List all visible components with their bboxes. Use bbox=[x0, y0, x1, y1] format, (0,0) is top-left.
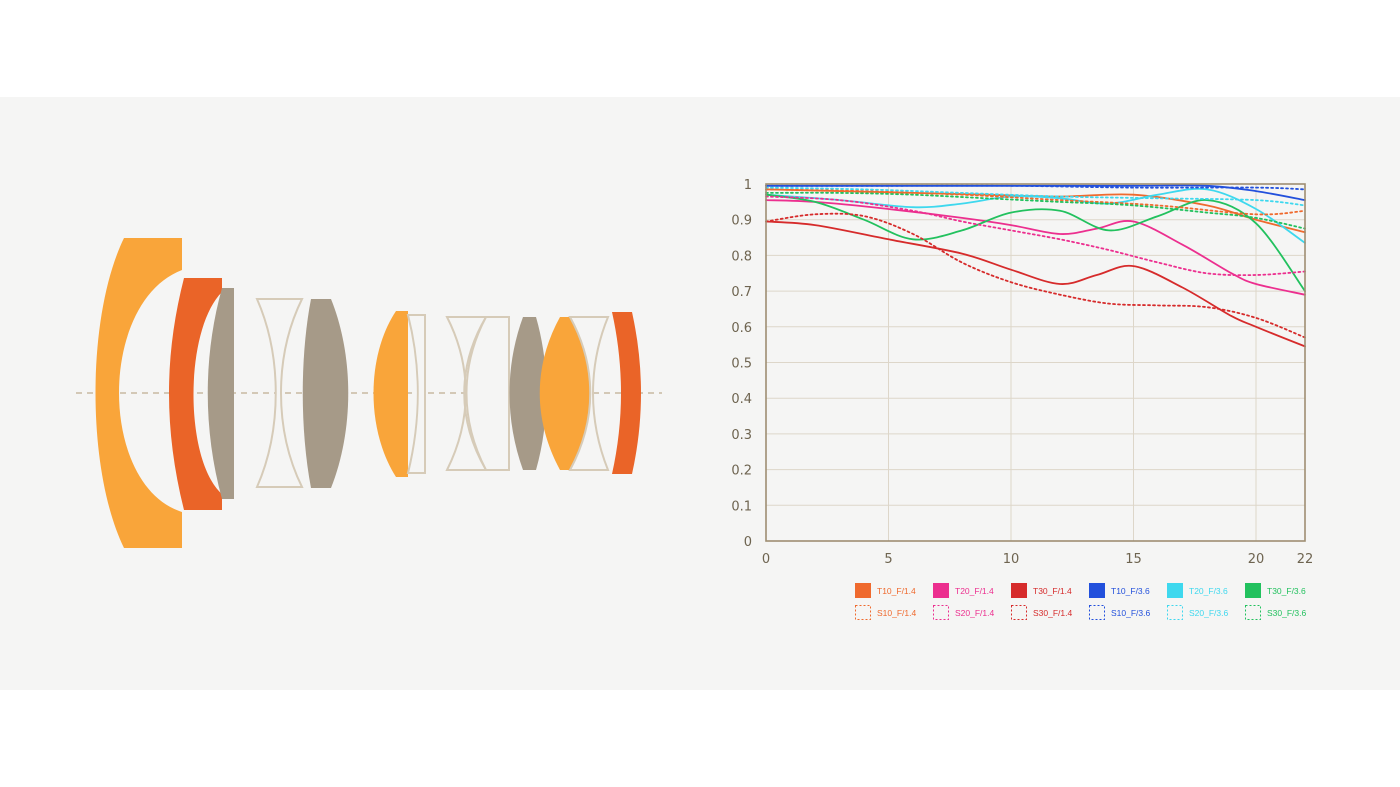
legend-swatch bbox=[1011, 583, 1027, 598]
y-tick-label: 0.9 bbox=[731, 214, 752, 229]
legend-item-t20-f-3-6: T20_F/3.6 bbox=[1167, 583, 1228, 598]
legend-item-s10-f-3-6: S10_F/3.6 bbox=[1089, 605, 1150, 620]
legend-label: S20_F/3.6 bbox=[1189, 608, 1228, 618]
chart-series bbox=[765, 184, 1306, 348]
chart-grid bbox=[765, 183, 1306, 542]
x-tick-label: 20 bbox=[1248, 552, 1265, 567]
series-line-t30-f-1-4 bbox=[765, 220, 1306, 348]
lens-element-6 bbox=[373, 311, 408, 477]
legend-label: T10_F/1.4 bbox=[877, 586, 916, 596]
lens-element-5 bbox=[302, 299, 349, 488]
legend-item-s30-f-1-4: S30_F/1.4 bbox=[1011, 605, 1072, 620]
y-tick-label: 0.2 bbox=[731, 464, 752, 479]
y-tick-label: 0.8 bbox=[731, 249, 752, 264]
y-tick-label: 1 bbox=[744, 178, 752, 193]
x-tick-label: 0 bbox=[762, 552, 770, 567]
series-line-s10-f-1-4 bbox=[765, 188, 1306, 216]
legend-swatch bbox=[1167, 605, 1183, 620]
legend-label: T20_F/3.6 bbox=[1189, 586, 1228, 596]
series-line-s10-f-3-6 bbox=[765, 184, 1306, 191]
x-tick-label: 10 bbox=[1003, 552, 1020, 567]
lens-element-1 bbox=[95, 238, 182, 548]
legend-swatch bbox=[1245, 583, 1261, 598]
series-line-t20-f-1-4 bbox=[765, 199, 1306, 296]
legend-item-s30-f-3-6: S30_F/3.6 bbox=[1245, 605, 1306, 620]
legend-label: T30_F/1.4 bbox=[1033, 586, 1072, 596]
legend-item-t30-f-1-4: T30_F/1.4 bbox=[1011, 583, 1072, 598]
legend-swatch bbox=[933, 605, 949, 620]
x-axis-ticks: 0 5 10 15 20 22 bbox=[762, 552, 1313, 567]
series-line-t10-f-3-6 bbox=[765, 184, 1306, 201]
lens-element-2 bbox=[169, 278, 222, 510]
series-line-s30-f-1-4 bbox=[765, 212, 1306, 339]
y-tick-label: 0 bbox=[744, 535, 752, 550]
legend-swatch bbox=[855, 605, 871, 620]
lens-element-13 bbox=[612, 312, 641, 474]
legend-swatch bbox=[933, 583, 949, 598]
y-tick-label: 0.1 bbox=[731, 499, 752, 514]
series-line-t20-f-3-6 bbox=[765, 187, 1306, 244]
lens-element-7 bbox=[406, 314, 426, 474]
legend-item-t20-f-1-4: T20_F/1.4 bbox=[933, 583, 994, 598]
y-tick-label: 0.4 bbox=[731, 392, 752, 407]
x-tick-label: 5 bbox=[884, 552, 892, 567]
legend-item-s20-f-3-6: S20_F/3.6 bbox=[1167, 605, 1228, 620]
y-tick-label: 0.7 bbox=[731, 285, 752, 300]
lens-element-10 bbox=[509, 317, 547, 470]
legend-label: S20_F/1.4 bbox=[955, 608, 994, 618]
legend-swatch bbox=[855, 583, 871, 598]
legend-item-t30-f-3-6: T30_F/3.6 bbox=[1245, 583, 1306, 598]
legend-swatch bbox=[1089, 605, 1105, 620]
y-tick-label: 0.3 bbox=[731, 428, 752, 443]
legend-label: T30_F/3.6 bbox=[1267, 586, 1306, 596]
legend-label: T10_F/3.6 bbox=[1111, 586, 1150, 596]
legend-item-t10-f-3-6: T10_F/3.6 bbox=[1089, 583, 1150, 598]
y-axis-ticks: 0 0.1 0.2 0.3 0.4 0.5 0.6 0.7 0.8 0.9 1 bbox=[731, 178, 752, 550]
lens-element-4 bbox=[255, 298, 304, 488]
series-line-t30-f-3-6 bbox=[765, 193, 1306, 292]
lens-element-12 bbox=[568, 316, 610, 471]
legend-item-s20-f-1-4: S20_F/1.4 bbox=[933, 605, 994, 620]
legend-item-t10-f-1-4: T10_F/1.4 bbox=[855, 583, 916, 598]
lens-element-3 bbox=[207, 288, 234, 499]
series-line-s20-f-3-6 bbox=[765, 186, 1306, 207]
legend-label: S30_F/1.4 bbox=[1033, 608, 1072, 618]
chart-frame bbox=[765, 183, 1306, 542]
y-tick-label: 0.6 bbox=[731, 321, 752, 336]
lens-element-9 bbox=[465, 316, 510, 471]
series-line-s30-f-3-6 bbox=[765, 191, 1306, 230]
legend-label: T20_F/1.4 bbox=[955, 586, 994, 596]
legend-label: S10_F/3.6 bbox=[1111, 608, 1150, 618]
legend-swatch bbox=[1245, 605, 1261, 620]
x-tick-label: 15 bbox=[1125, 552, 1142, 567]
x-tick-label: 22 bbox=[1297, 552, 1314, 567]
y-tick-label: 0.5 bbox=[731, 357, 752, 372]
legend-label: S30_F/3.6 bbox=[1267, 608, 1306, 618]
series-line-s20-f-1-4 bbox=[765, 195, 1306, 277]
legend-item-s10-f-1-4: S10_F/1.4 bbox=[855, 605, 916, 620]
lens-element-11 bbox=[539, 317, 591, 470]
legend-swatch bbox=[1011, 605, 1027, 620]
legend-swatch bbox=[1167, 583, 1183, 598]
chart-legend: T10_F/1.4 T20_F/1.4 T30_F/1.4 T10_F/3.6 T20_… bbox=[855, 583, 1306, 620]
legend-swatch bbox=[1089, 583, 1105, 598]
legend-label: S10_F/1.4 bbox=[877, 608, 916, 618]
